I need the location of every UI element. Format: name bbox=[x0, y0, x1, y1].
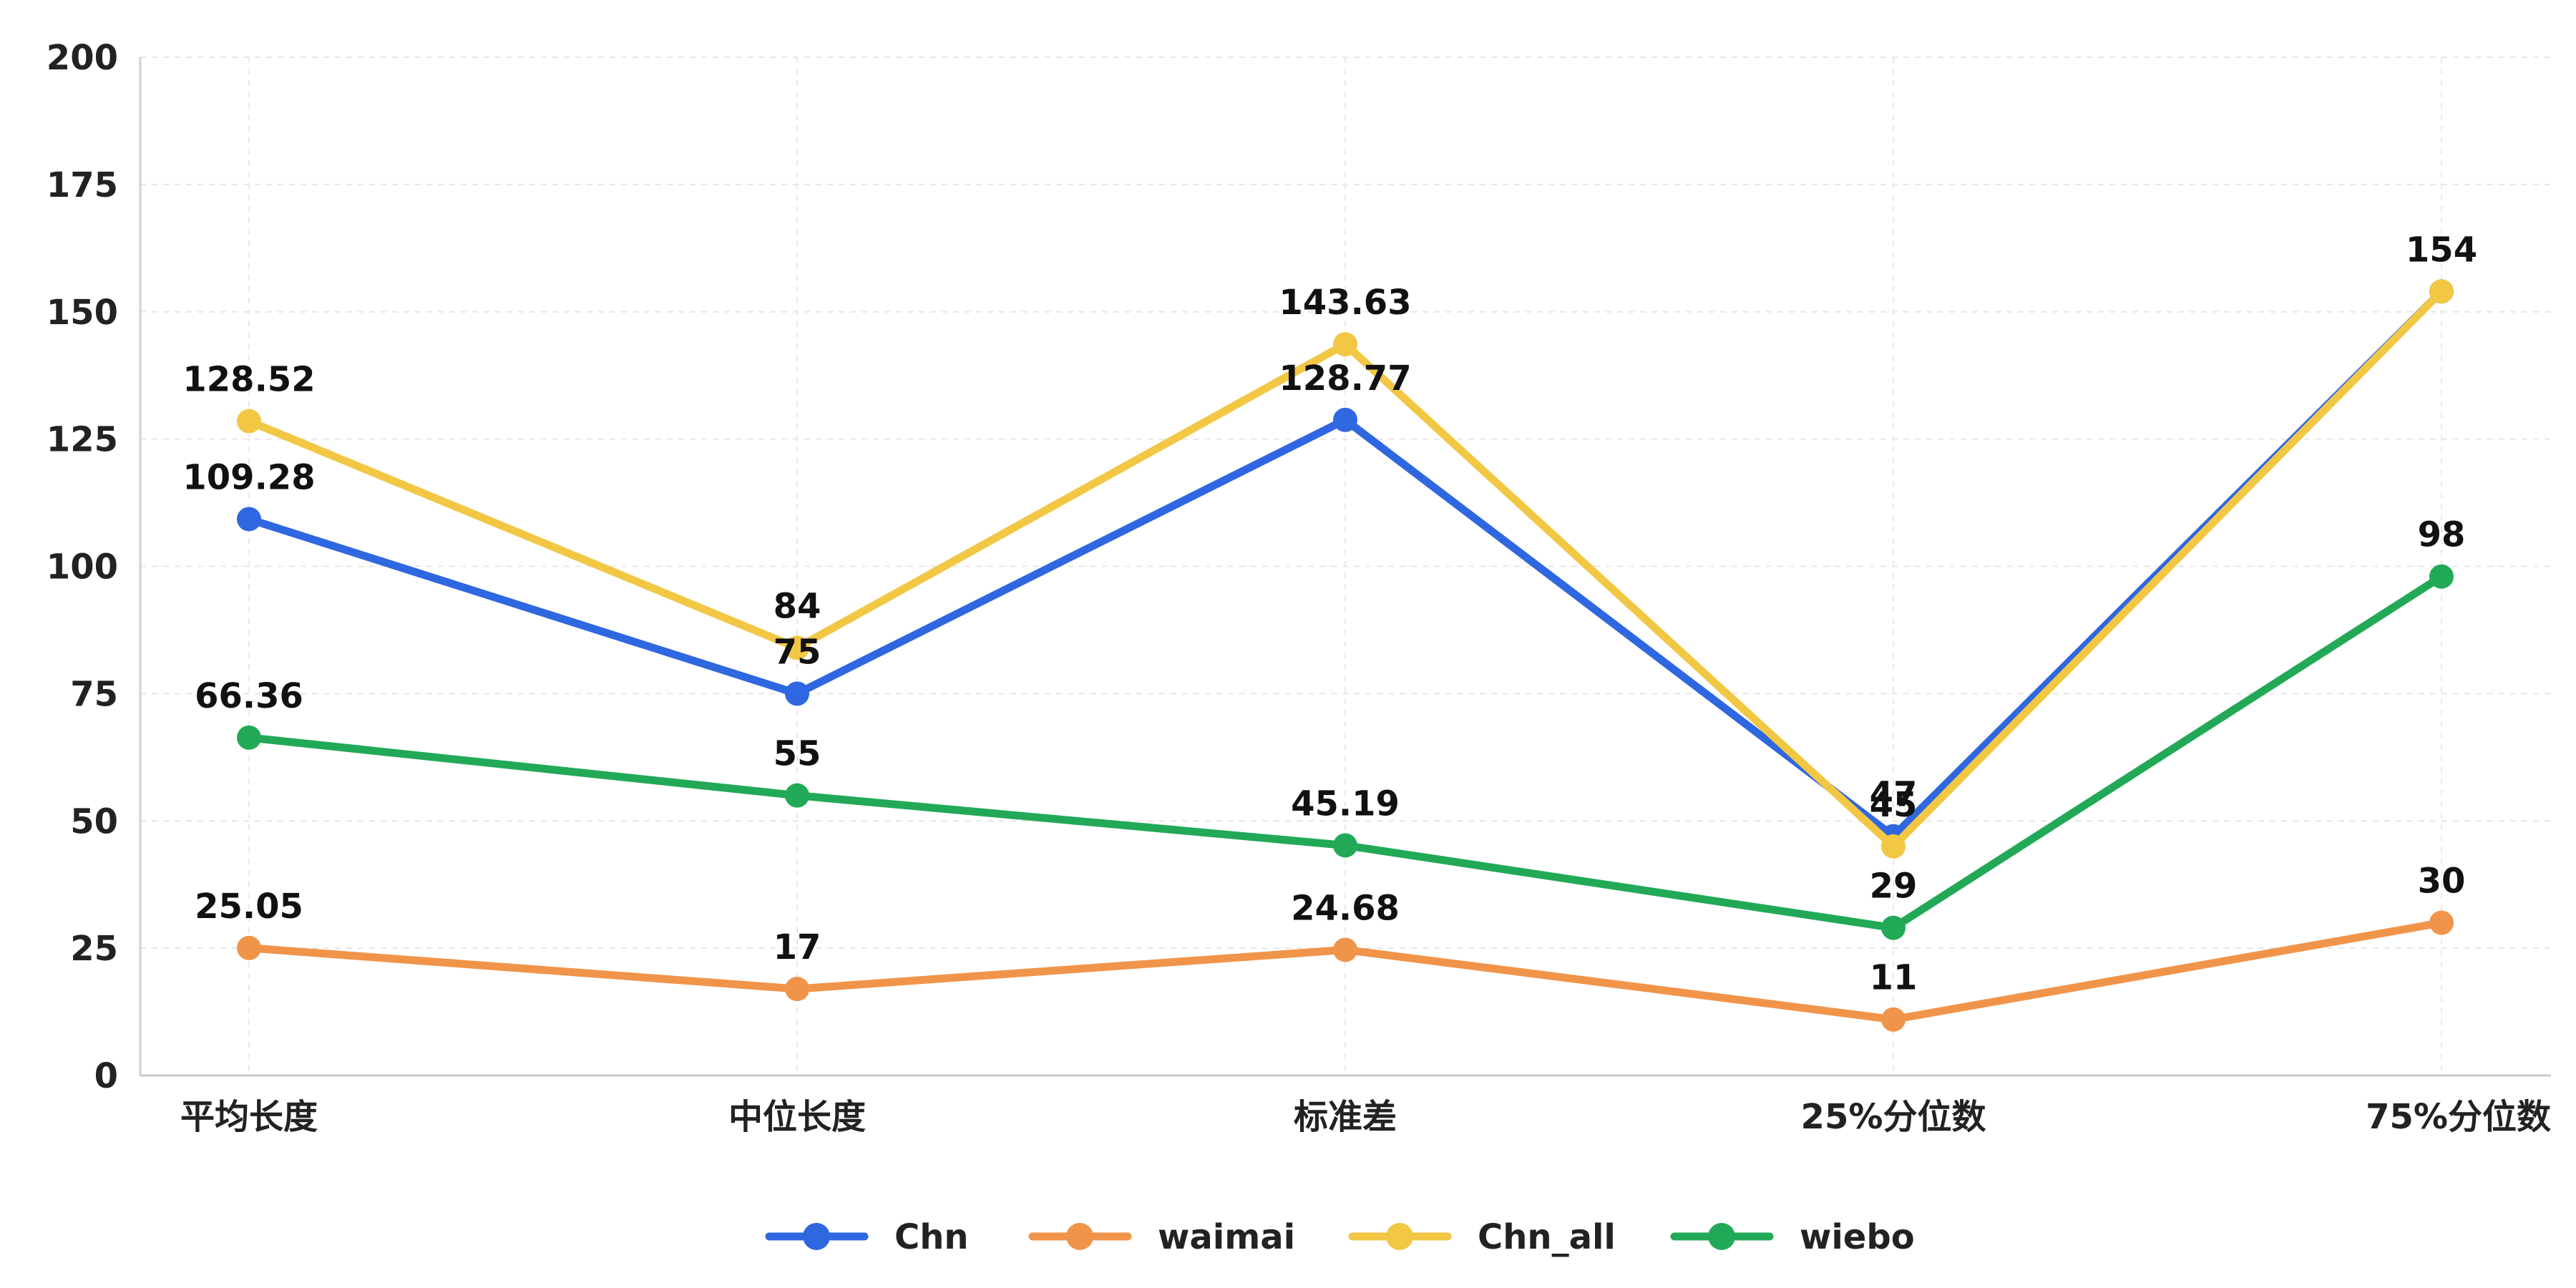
y-tick-label: 175 bbox=[47, 165, 118, 205]
data-label-waimai: 30 bbox=[2418, 862, 2466, 902]
data-label-wiebo: 45.19 bbox=[1291, 784, 1400, 824]
data-label-Chn_all: 128.52 bbox=[182, 360, 315, 400]
data-point-Chn_all bbox=[1881, 834, 1906, 859]
data-point-wiebo bbox=[1881, 915, 1906, 940]
data-label-Chn: 47 bbox=[1870, 775, 1918, 815]
data-point-Chn_all bbox=[785, 635, 809, 660]
series-lines bbox=[237, 279, 2454, 1032]
data-label-waimai: 17 bbox=[774, 927, 821, 967]
data-point-Chn bbox=[785, 681, 809, 706]
data-label-Chn: 109.28 bbox=[182, 457, 315, 497]
data-point-waimai bbox=[785, 977, 809, 1002]
data-point-waimai bbox=[1881, 1007, 1906, 1032]
data-label-wiebo: 29 bbox=[1870, 867, 1918, 907]
y-tick-label: 100 bbox=[47, 547, 118, 587]
data-point-waimai bbox=[1333, 937, 1357, 962]
y-tick-label: 75 bbox=[70, 674, 118, 714]
y-tick-label: 25 bbox=[70, 929, 118, 969]
y-tick-label: 150 bbox=[47, 293, 118, 333]
x-axis-ticks: 平均长度 中位长度 标准差 25%分位数 75%分位数 bbox=[180, 1097, 2551, 1137]
data-label-wiebo: 55 bbox=[774, 734, 821, 774]
data-label-Chn_all: 154 bbox=[2406, 230, 2477, 270]
axes bbox=[139, 57, 2551, 1077]
legend-swatch-marker bbox=[1708, 1223, 1735, 1250]
data-point-waimai bbox=[2429, 910, 2454, 935]
legend-label: Chn_all bbox=[1478, 1217, 1616, 1257]
data-label-Chn: 75 bbox=[774, 632, 821, 672]
data-labels: 109.28 75 128.77 47 25.05 17 24.68 11 30 128.52 84… bbox=[182, 230, 2477, 997]
x-tick-label: 平均长度 bbox=[180, 1097, 318, 1137]
data-point-Chn_all bbox=[1333, 332, 1357, 357]
data-point-Chn bbox=[1333, 407, 1357, 432]
y-tick-label: 125 bbox=[47, 420, 118, 460]
series-line-waimai bbox=[245, 919, 2446, 1024]
data-label-waimai: 24.68 bbox=[1291, 888, 1400, 928]
data-point-wiebo bbox=[2429, 564, 2454, 589]
legend-label: waimai bbox=[1158, 1217, 1295, 1257]
legend-swatch-marker bbox=[1386, 1223, 1413, 1250]
data-label-waimai: 11 bbox=[1870, 958, 1918, 998]
x-tick-label: 25%分位数 bbox=[1801, 1097, 1986, 1137]
data-point-waimai bbox=[237, 935, 261, 960]
x-tick-label: 标准差 bbox=[1294, 1097, 1397, 1137]
data-point-wiebo bbox=[1333, 833, 1357, 858]
legend-label: Chn bbox=[894, 1217, 969, 1257]
y-tick-label: 0 bbox=[94, 1056, 118, 1096]
data-label-Chn_all: 143.63 bbox=[1279, 283, 1411, 323]
grid-lines bbox=[140, 57, 2551, 1075]
data-label-wiebo: 98 bbox=[2418, 515, 2466, 555]
data-point-wiebo bbox=[785, 783, 809, 808]
legend-swatch-marker bbox=[803, 1223, 830, 1250]
data-label-Chn_all: 45 bbox=[1870, 785, 1918, 825]
data-point-Chn_all bbox=[237, 409, 261, 434]
y-axis-ticks: 0 25 50 75 100 125 150 175 200 bbox=[47, 38, 118, 1096]
x-tick-label: 75%分位数 bbox=[2366, 1097, 2551, 1137]
data-point-wiebo bbox=[237, 725, 261, 750]
data-label-Chn_all: 84 bbox=[774, 586, 821, 626]
legend-label: wiebo bbox=[1800, 1217, 1915, 1257]
data-label-Chn: 128.77 bbox=[1279, 358, 1411, 399]
data-point-Chn_all bbox=[2429, 279, 2454, 304]
data-point-Chn bbox=[237, 507, 261, 532]
y-tick-label: 200 bbox=[47, 38, 118, 78]
data-label-wiebo: 66.36 bbox=[195, 676, 303, 716]
y-tick-label: 50 bbox=[70, 801, 118, 841]
data-label-waimai: 25.05 bbox=[195, 887, 303, 927]
legend: Chn waimai Chn_all wiebo bbox=[765, 1217, 1915, 1257]
legend-swatch-marker bbox=[1066, 1223, 1093, 1250]
x-tick-label: 中位长度 bbox=[728, 1097, 866, 1137]
